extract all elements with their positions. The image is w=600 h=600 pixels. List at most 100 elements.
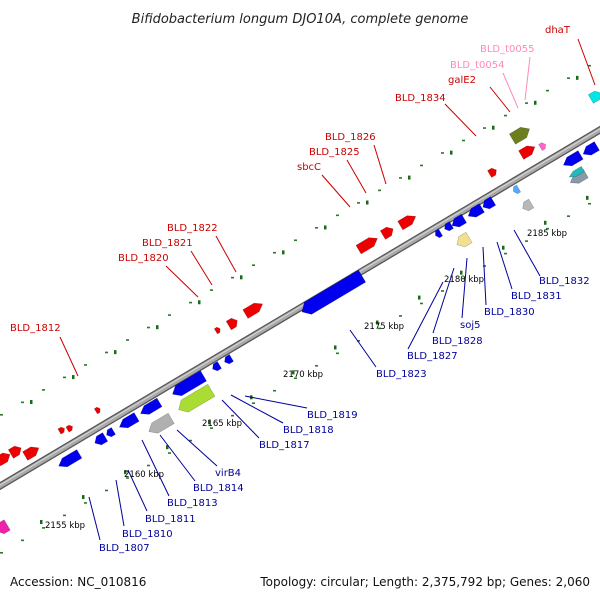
guide-dot bbox=[84, 502, 87, 504]
tick-label: 2160 kbp bbox=[124, 470, 164, 480]
tick-label: 2165 kbp bbox=[202, 419, 242, 429]
guide-dot bbox=[189, 439, 192, 442]
leader-line bbox=[321, 174, 351, 208]
gene-arrow bbox=[397, 215, 417, 231]
guide-dot bbox=[105, 489, 108, 492]
gene-arrow bbox=[140, 397, 163, 415]
gene-label: BLD_1822 bbox=[167, 223, 218, 234]
forward-gene-labels: BLD_1812 BLD_1820 BLD_1821 BLD_1822 sbcC… bbox=[10, 25, 571, 334]
guide-dot bbox=[420, 164, 423, 167]
leader-line bbox=[190, 250, 213, 286]
leader-line bbox=[577, 38, 596, 86]
gene-arrow bbox=[106, 427, 116, 438]
tick-label: 2180 kbp bbox=[444, 275, 484, 285]
guide-dot bbox=[156, 325, 159, 330]
guide-dot bbox=[525, 102, 528, 104]
leader-line bbox=[502, 72, 519, 109]
gene-label: BLD_1830 bbox=[484, 307, 535, 318]
leader-line bbox=[115, 479, 125, 527]
reverse-gene-labels: BLD_1807 BLD_1810 BLD_1811 BLD_1813 BLD_… bbox=[99, 276, 590, 554]
gene-label: BLD_1807 bbox=[99, 543, 150, 554]
guide-dot bbox=[72, 375, 75, 380]
trna-label: BLD_t0055 bbox=[480, 44, 535, 55]
leader-line bbox=[524, 56, 531, 101]
guide-dot bbox=[282, 250, 285, 255]
gene-arrow bbox=[467, 203, 485, 218]
guide-dot bbox=[168, 314, 171, 316]
guide-dot bbox=[483, 127, 486, 129]
guide-dot bbox=[252, 264, 255, 266]
gene-label: BLD_1823 bbox=[376, 369, 427, 380]
gene-arrow bbox=[224, 354, 234, 365]
guide-dot bbox=[210, 289, 213, 291]
guide-dot bbox=[231, 414, 234, 417]
gene-arrow bbox=[487, 167, 497, 178]
leader-line bbox=[346, 159, 367, 194]
gene-label: BLD_1817 bbox=[259, 440, 310, 451]
gene-label: BLD_1814 bbox=[193, 483, 244, 494]
guide-dot bbox=[460, 270, 463, 275]
gene-arrow bbox=[355, 237, 378, 255]
leader-line bbox=[444, 103, 477, 137]
gene-arrow bbox=[522, 198, 535, 212]
gene-arrow bbox=[242, 302, 264, 319]
guide-dot bbox=[366, 200, 369, 205]
guide-dot bbox=[408, 175, 411, 180]
guide-dot bbox=[252, 402, 255, 404]
gene-label: BLD_1831 bbox=[511, 291, 562, 302]
guide-dot bbox=[208, 420, 211, 425]
guide-dot bbox=[420, 302, 423, 305]
guide-dot bbox=[399, 177, 402, 179]
guide-dot bbox=[399, 315, 402, 317]
gene-arrow bbox=[94, 432, 109, 446]
guide-dot bbox=[336, 352, 339, 355]
guide-dot bbox=[166, 445, 169, 450]
gene-label: BLD_1810 bbox=[122, 529, 173, 540]
gene-label: BLD_1813 bbox=[167, 498, 218, 509]
gene-arrow bbox=[212, 361, 222, 372]
guide-dot bbox=[273, 251, 276, 254]
guide-dot bbox=[483, 265, 486, 267]
gene-label: sbcC bbox=[297, 162, 321, 173]
leader-line bbox=[159, 434, 196, 482]
guide-dot bbox=[441, 290, 444, 292]
leader-line bbox=[141, 439, 170, 497]
guide-dot bbox=[544, 220, 547, 225]
gene-label: BLD_1832 bbox=[539, 276, 590, 287]
leader-line bbox=[349, 329, 377, 368]
gene-label: BLD_1811 bbox=[145, 514, 196, 525]
gene-label: BLD_1818 bbox=[283, 425, 334, 436]
guide-dot bbox=[42, 389, 45, 391]
guide-dot bbox=[42, 527, 45, 529]
gene-arrow bbox=[148, 412, 175, 434]
gene-arrow bbox=[562, 150, 584, 167]
map-title: Bifidobacterium longum DJO10A, complete … bbox=[132, 12, 469, 27]
guide-dot bbox=[378, 189, 381, 192]
leader-line bbox=[489, 86, 511, 113]
gene-arrow bbox=[225, 317, 238, 331]
guide-dot bbox=[336, 214, 339, 217]
leader-line bbox=[244, 395, 308, 409]
gene-arrow bbox=[379, 226, 394, 240]
trna-label: BLD_t0054 bbox=[450, 60, 505, 71]
gene-arrow bbox=[172, 370, 207, 397]
guide-dot bbox=[462, 139, 465, 142]
guide-dot bbox=[462, 277, 465, 280]
tick-label: 2170 kbp bbox=[283, 370, 323, 380]
guide-dot bbox=[105, 351, 108, 354]
guide-dot bbox=[504, 252, 507, 255]
guide-dot bbox=[168, 452, 171, 454]
guide-dot bbox=[357, 202, 360, 204]
guide-dot bbox=[63, 376, 66, 379]
guide-dot bbox=[210, 427, 213, 429]
gene-arrow bbox=[178, 383, 216, 413]
tick-label: 2175 kbp bbox=[364, 322, 404, 332]
guide-dot bbox=[504, 114, 507, 117]
guide-dot bbox=[292, 370, 295, 375]
gene-arrow bbox=[93, 406, 101, 415]
guide-dot bbox=[376, 320, 379, 325]
gene-label: BLD_1834 bbox=[395, 93, 446, 104]
label-leader-lines bbox=[59, 38, 596, 541]
gene-arrow bbox=[0, 519, 11, 535]
